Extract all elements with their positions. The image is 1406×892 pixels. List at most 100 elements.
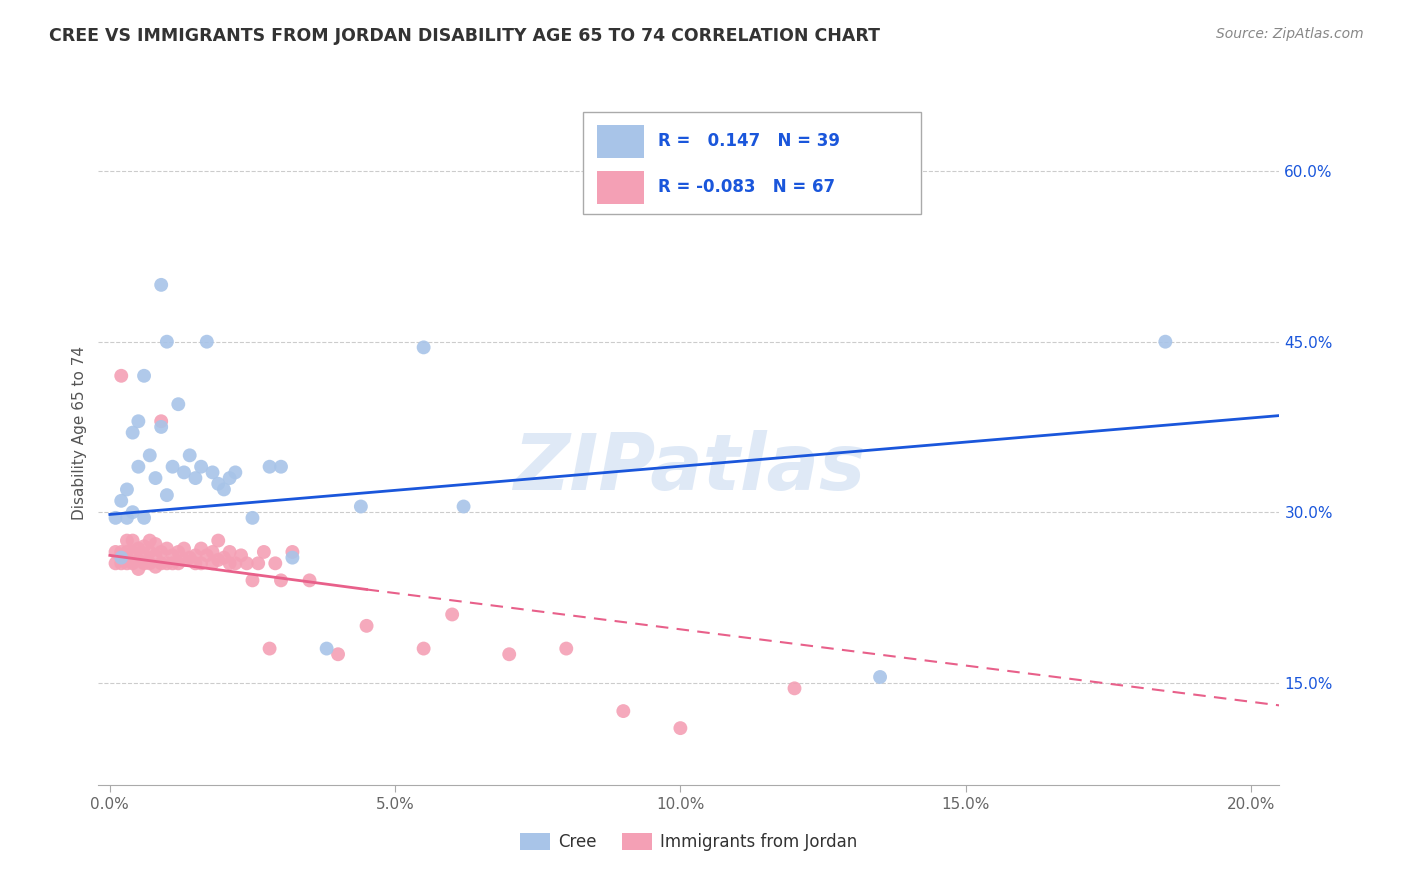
- Point: [162, 557, 184, 571]
- Point: [242, 511, 264, 525]
- Point: [115, 533, 138, 548]
- FancyBboxPatch shape: [583, 112, 921, 214]
- Point: [498, 647, 520, 661]
- Point: [121, 557, 143, 571]
- Point: [218, 471, 240, 485]
- Point: [869, 670, 891, 684]
- Point: [132, 539, 155, 553]
- Point: [145, 537, 167, 551]
- Point: [350, 500, 373, 514]
- Point: [229, 549, 252, 563]
- Point: [139, 557, 162, 571]
- Point: [356, 619, 378, 633]
- Point: [212, 550, 235, 565]
- Point: [110, 550, 132, 565]
- Point: [453, 500, 475, 514]
- Point: [190, 541, 212, 556]
- Point: [190, 557, 212, 571]
- Point: [201, 545, 224, 559]
- Point: [207, 533, 229, 548]
- Point: [162, 549, 184, 563]
- Point: [201, 557, 224, 571]
- Point: [110, 493, 132, 508]
- Point: [121, 545, 143, 559]
- Point: [555, 641, 578, 656]
- Point: [104, 545, 127, 559]
- Point: [127, 459, 149, 474]
- Point: [139, 448, 162, 462]
- Point: [145, 471, 167, 485]
- Point: [207, 553, 229, 567]
- Y-axis label: Disability Age 65 to 74: Disability Age 65 to 74: [72, 345, 87, 520]
- Point: [115, 557, 138, 571]
- Point: [190, 459, 212, 474]
- Point: [115, 483, 138, 497]
- Point: [253, 545, 276, 559]
- Point: [179, 448, 201, 462]
- Text: ZIPatlas: ZIPatlas: [513, 430, 865, 506]
- Point: [121, 505, 143, 519]
- Point: [281, 545, 304, 559]
- Point: [224, 557, 246, 571]
- Point: [104, 557, 127, 571]
- Point: [110, 545, 132, 559]
- Point: [145, 549, 167, 563]
- Point: [195, 334, 218, 349]
- Point: [264, 557, 287, 571]
- Point: [139, 545, 162, 559]
- Point: [132, 557, 155, 571]
- Point: [104, 511, 127, 525]
- Point: [132, 549, 155, 563]
- Point: [201, 466, 224, 480]
- Point: [412, 641, 434, 656]
- FancyBboxPatch shape: [598, 171, 644, 204]
- Text: Source: ZipAtlas.com: Source: ZipAtlas.com: [1216, 27, 1364, 41]
- Point: [612, 704, 634, 718]
- Legend: Cree, Immigrants from Jordan: Cree, Immigrants from Jordan: [513, 826, 865, 858]
- Point: [115, 511, 138, 525]
- Point: [127, 541, 149, 556]
- Point: [212, 483, 235, 497]
- Point: [224, 466, 246, 480]
- Point: [783, 681, 806, 696]
- Point: [150, 414, 173, 428]
- Point: [179, 550, 201, 565]
- Point: [121, 425, 143, 440]
- Point: [412, 340, 434, 354]
- Point: [195, 549, 218, 563]
- Point: [669, 721, 692, 735]
- Point: [173, 541, 195, 556]
- Point: [441, 607, 464, 622]
- Point: [218, 557, 240, 571]
- Point: [1154, 334, 1177, 349]
- Point: [139, 533, 162, 548]
- Point: [207, 476, 229, 491]
- Text: R = -0.083   N = 67: R = -0.083 N = 67: [658, 178, 835, 196]
- Point: [173, 466, 195, 480]
- FancyBboxPatch shape: [598, 125, 644, 158]
- Point: [150, 545, 173, 559]
- Point: [110, 557, 132, 571]
- Point: [162, 459, 184, 474]
- Point: [281, 550, 304, 565]
- Point: [167, 545, 190, 559]
- Point: [132, 368, 155, 383]
- Point: [156, 334, 179, 349]
- Point: [184, 557, 207, 571]
- Point: [259, 459, 281, 474]
- Point: [167, 557, 190, 571]
- Point: [156, 541, 179, 556]
- Point: [145, 559, 167, 574]
- Point: [218, 545, 240, 559]
- Point: [156, 557, 179, 571]
- Point: [150, 277, 173, 292]
- Point: [270, 459, 292, 474]
- Point: [270, 574, 292, 588]
- Point: [121, 533, 143, 548]
- Text: CREE VS IMMIGRANTS FROM JORDAN DISABILITY AGE 65 TO 74 CORRELATION CHART: CREE VS IMMIGRANTS FROM JORDAN DISABILIT…: [49, 27, 880, 45]
- Point: [259, 641, 281, 656]
- Point: [298, 574, 321, 588]
- Point: [156, 488, 179, 502]
- Point: [132, 511, 155, 525]
- Point: [184, 471, 207, 485]
